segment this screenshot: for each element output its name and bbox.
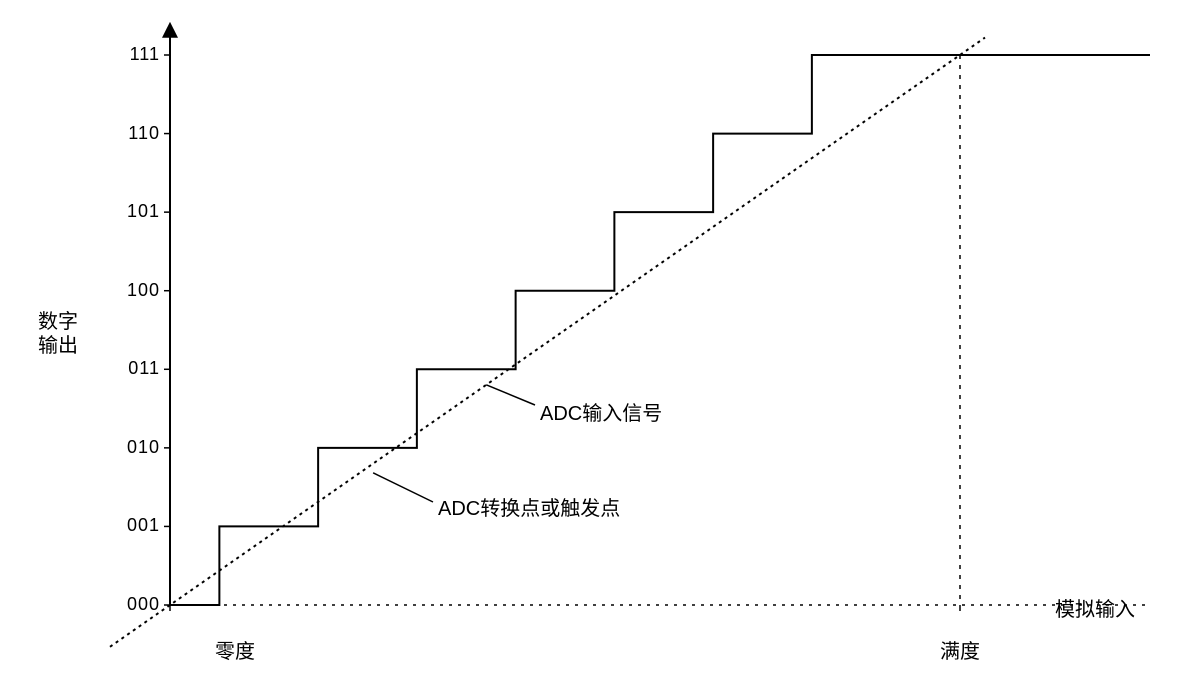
y-axis-title: 数字输出: [38, 310, 78, 358]
y-tick-010: 010: [110, 437, 160, 458]
annotation-adc-trigger: ADC转换点或触发点: [438, 492, 620, 521]
y-tick-100: 100: [110, 280, 160, 301]
x-zero-label: 零度: [215, 635, 255, 664]
adc-transfer-chart: 000 001 010 011 100 101 110 111 数字输出 ADC输入信号 AD…: [0, 0, 1194, 686]
annotation-adc-input: ADC输入信号: [540, 397, 662, 426]
y-tick-011: 011: [110, 358, 160, 379]
y-tick-101: 101: [110, 201, 160, 222]
y-tick-110: 110: [110, 123, 160, 144]
y-tick-001: 001: [110, 515, 160, 536]
x-axis-title: 模拟输入: [1055, 593, 1135, 622]
chart-svg: [0, 0, 1194, 686]
x-full-label: 满度: [940, 635, 980, 664]
y-tick-111: 111: [110, 44, 160, 65]
y-tick-000: 000: [110, 594, 160, 615]
